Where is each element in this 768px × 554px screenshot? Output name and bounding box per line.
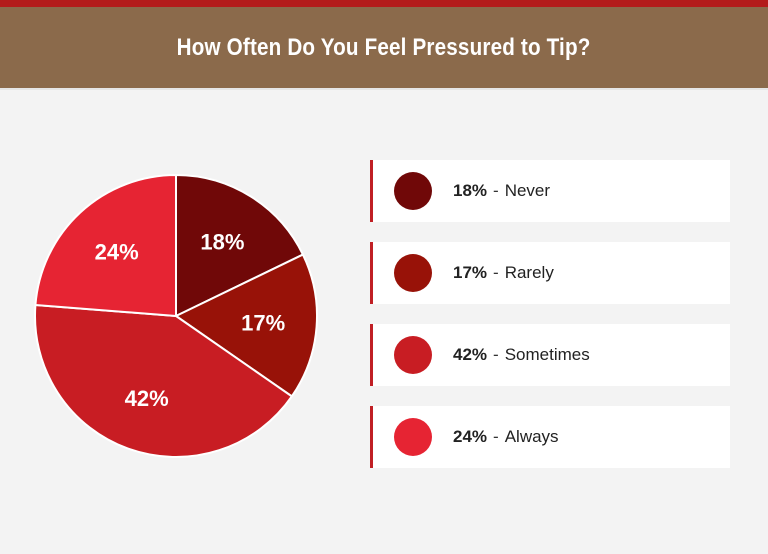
header-banner: How Often Do You Feel Pressured to Tip?	[0, 7, 768, 88]
legend-separator: -	[493, 181, 499, 200]
legend-item-sometimes: 42% - Sometimes	[370, 324, 730, 386]
pie-chart-svg: 18% 17% 42% 24%	[34, 174, 318, 459]
pie-chart: 18% 17% 42% 24%	[33, 173, 319, 459]
legend-label: Never	[504, 181, 551, 200]
header-divider	[0, 88, 768, 90]
pie-label-always: 24%	[95, 239, 139, 264]
legend-swatch-rarely	[394, 254, 432, 292]
legend: 18% - Never 17% - Rarely 42% - Sometimes…	[370, 160, 730, 488]
pie-slice-rarely	[175, 253, 318, 398]
legend-percent: 17%	[453, 263, 488, 282]
pie-label-rarely: 17%	[241, 310, 285, 335]
legend-swatch-never	[394, 172, 432, 210]
legend-text: 42% - Sometimes	[453, 345, 590, 365]
pie-label-sometimes: 42%	[125, 386, 169, 411]
legend-label: Rarely	[504, 263, 554, 282]
chart-title: How Often Do You Feel Pressured to Tip?	[177, 33, 591, 61]
legend-item-rarely: 17% - Rarely	[370, 242, 730, 304]
legend-separator: -	[493, 345, 499, 364]
legend-label: Always	[504, 427, 559, 446]
legend-item-always: 24% - Always	[370, 406, 730, 468]
legend-swatch-sometimes	[394, 336, 432, 374]
legend-text: 24% - Always	[453, 427, 559, 447]
legend-percent: 42%	[453, 345, 488, 364]
legend-item-never: 18% - Never	[370, 160, 730, 222]
pie-slice-never	[175, 174, 304, 317]
pie-slice-sometimes	[34, 304, 293, 459]
pie-slice-always	[34, 174, 177, 317]
legend-text: 17% - Rarely	[453, 263, 554, 283]
legend-percent: 24%	[453, 427, 488, 446]
legend-separator: -	[493, 427, 499, 446]
legend-swatch-always	[394, 418, 432, 456]
legend-text: 18% - Never	[453, 181, 550, 201]
legend-label: Sometimes	[504, 345, 590, 364]
top-stripe	[0, 0, 768, 7]
legend-separator: -	[493, 263, 499, 282]
legend-percent: 18%	[453, 181, 488, 200]
pie-label-never: 18%	[200, 229, 244, 254]
